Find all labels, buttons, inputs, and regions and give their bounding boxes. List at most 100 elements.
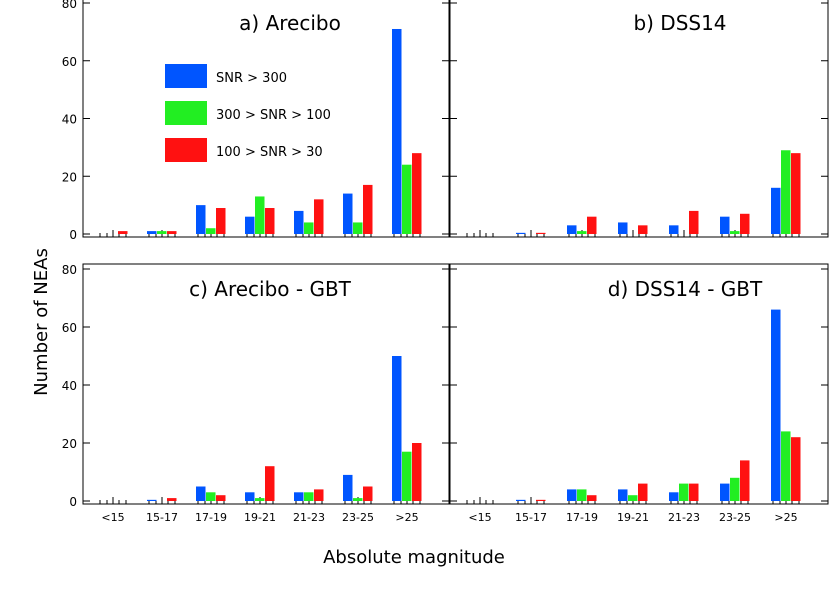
- bar: [245, 492, 255, 501]
- bar: [618, 222, 628, 234]
- y-tick-label: 40: [62, 113, 77, 127]
- bar: [689, 210, 699, 234]
- bar: [689, 483, 699, 501]
- bar: [304, 222, 314, 234]
- bar: [343, 193, 353, 234]
- bar: [216, 208, 226, 234]
- bar: [730, 477, 740, 501]
- legend-label: 100 > SNR > 30: [216, 145, 323, 160]
- x-tick-label: 19-21: [244, 511, 276, 524]
- bar: [781, 150, 791, 234]
- y-axis-label: Number of NEAs: [31, 248, 52, 396]
- bar: [402, 164, 412, 234]
- bar: [720, 483, 730, 501]
- bar: [781, 431, 791, 501]
- x-tick-label: 17-19: [195, 511, 227, 524]
- bar: [669, 225, 679, 234]
- chart-panel: 0 20 40 60 80 a) Arecibo: [62, 0, 450, 242]
- bar: [740, 460, 750, 501]
- bar: [167, 231, 177, 234]
- legend-swatch: [165, 64, 207, 88]
- bar: [147, 231, 157, 234]
- chart-panel: 0 20 40 60 80 <15 15-17 17-19 19-21 21-23 23-25 >25…: [62, 263, 450, 524]
- bar: [363, 184, 373, 234]
- x-tick-label: 19-21: [617, 511, 649, 524]
- bar: [255, 196, 265, 234]
- panels-group: 0 20 40 60 80 a) Arecibo b) DSS14 0 20 40 60 80 <15 1…: [62, 0, 829, 524]
- bar: [628, 495, 638, 501]
- bar: [294, 492, 304, 501]
- bar: [412, 443, 422, 501]
- bar: [196, 486, 206, 501]
- x-tick-label: >25: [774, 511, 797, 524]
- bar: [343, 474, 353, 501]
- x-tick-label: 15-17: [515, 511, 547, 524]
- legend-swatch: [165, 101, 207, 125]
- y-tick-label: 0: [69, 495, 77, 509]
- y-tick-label: 80: [62, 0, 77, 11]
- bar: [638, 225, 648, 234]
- y-tick-label: 60: [62, 55, 77, 69]
- bar: [669, 492, 679, 501]
- bar: [587, 216, 597, 234]
- panel-title: c) Arecibo - GBT: [189, 277, 352, 301]
- bar: [567, 225, 577, 234]
- bar: [314, 489, 324, 501]
- x-tick-label: >25: [395, 511, 418, 524]
- x-tick-label: <15: [101, 511, 124, 524]
- bar: [265, 208, 275, 234]
- panel-title: d) DSS14 - GBT: [608, 277, 763, 301]
- bar: [740, 213, 750, 234]
- bar: [791, 437, 801, 501]
- bar: [157, 231, 167, 234]
- bar: [402, 451, 412, 501]
- bar: [720, 216, 730, 234]
- bar: [314, 199, 324, 234]
- y-tick-label: 80: [62, 263, 77, 277]
- bar: [255, 498, 265, 501]
- bar: [167, 498, 177, 501]
- bar: [577, 231, 587, 234]
- bar: [196, 205, 206, 234]
- chart-panel: <15 15-17 17-19 19-21 21-23 23-25 >25 d) DSS14 …: [449, 263, 829, 524]
- bar: [791, 153, 801, 234]
- bar: [412, 153, 422, 234]
- bar: [638, 483, 648, 501]
- bar: [118, 231, 128, 234]
- bar: [392, 28, 402, 234]
- panel-title: a) Arecibo: [239, 11, 341, 35]
- bar: [516, 499, 526, 501]
- bar: [730, 231, 740, 234]
- x-tick-label: 21-23: [668, 511, 700, 524]
- bar: [353, 498, 363, 501]
- x-tick-label: <15: [468, 511, 491, 524]
- bar: [618, 489, 628, 501]
- bar: [304, 492, 314, 501]
- x-tick-label: 23-25: [719, 511, 751, 524]
- y-tick-label: 60: [62, 321, 77, 335]
- bar: [206, 492, 216, 501]
- x-axis-label: Absolute magnitude: [323, 547, 505, 568]
- bar: [392, 356, 402, 501]
- bar: [265, 466, 275, 501]
- x-tick-label: 15-17: [146, 511, 178, 524]
- bar: [567, 489, 577, 501]
- bar: [536, 499, 546, 501]
- bar: [679, 483, 689, 501]
- panel-title: b) DSS14: [633, 11, 726, 35]
- x-tick-label: 23-25: [342, 511, 374, 524]
- y-tick-label: 40: [62, 379, 77, 393]
- y-tick-label: 20: [62, 170, 77, 184]
- bar: [353, 222, 363, 234]
- bar: [577, 489, 587, 501]
- bar: [516, 232, 526, 234]
- bar: [206, 228, 216, 234]
- bar: [363, 486, 373, 501]
- x-tick-label: 21-23: [293, 511, 325, 524]
- legend-swatch: [165, 138, 207, 162]
- legend-label: SNR > 300: [216, 71, 287, 86]
- legend-label: 300 > SNR > 100: [216, 108, 331, 123]
- bar: [771, 187, 781, 234]
- bar: [216, 495, 226, 501]
